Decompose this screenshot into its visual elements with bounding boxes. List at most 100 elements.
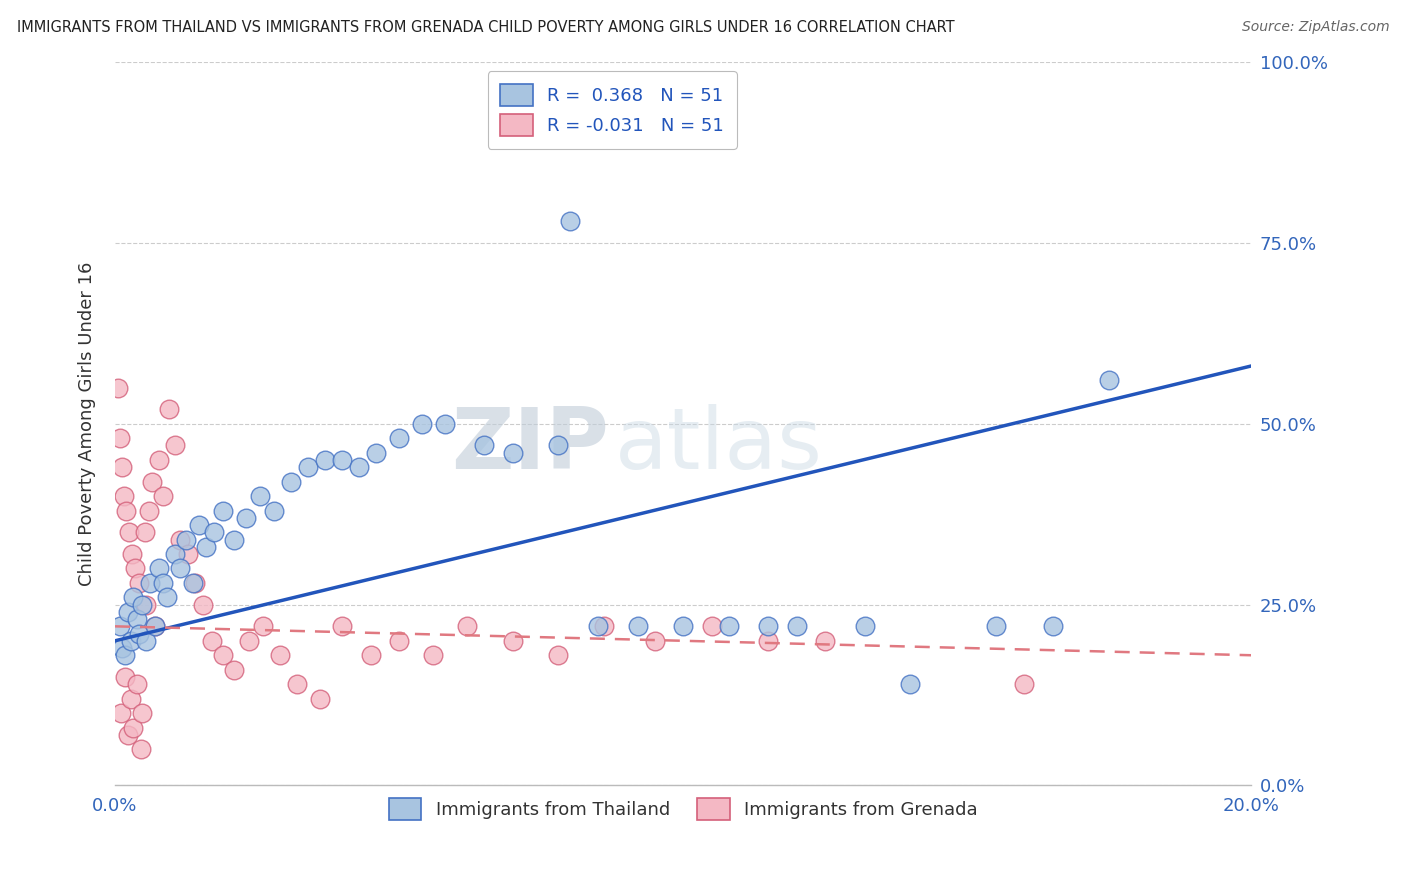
Point	[169, 561, 191, 575]
Point	[644, 633, 666, 648]
Point	[204, 525, 226, 540]
Point	[330, 453, 353, 467]
Point	[194, 540, 217, 554]
Point	[177, 547, 200, 561]
Point	[502, 633, 524, 648]
Point	[120, 633, 142, 648]
Point	[285, 677, 308, 691]
Point	[547, 648, 569, 663]
Point	[188, 518, 211, 533]
Point	[108, 619, 131, 633]
Point	[117, 605, 139, 619]
Point	[700, 619, 723, 633]
Point	[131, 598, 153, 612]
Point	[308, 691, 330, 706]
Text: ZIP: ZIP	[451, 404, 609, 487]
Point	[547, 438, 569, 452]
Point	[330, 619, 353, 633]
Point	[122, 721, 145, 735]
Point	[672, 619, 695, 633]
Point	[114, 648, 136, 663]
Point	[814, 633, 837, 648]
Point	[174, 533, 197, 547]
Point	[143, 619, 166, 633]
Text: atlas: atlas	[614, 404, 823, 487]
Point	[280, 475, 302, 489]
Point	[212, 503, 235, 517]
Point	[1098, 373, 1121, 387]
Point	[135, 633, 157, 648]
Point	[758, 619, 780, 633]
Point	[134, 525, 156, 540]
Point	[112, 489, 135, 503]
Point	[118, 525, 141, 540]
Point	[124, 561, 146, 575]
Point	[121, 547, 143, 561]
Point	[252, 619, 274, 633]
Point	[627, 619, 650, 633]
Point	[183, 576, 205, 591]
Point	[122, 591, 145, 605]
Point	[183, 576, 205, 591]
Y-axis label: Child Poverty Among Girls Under 16: Child Poverty Among Girls Under 16	[79, 261, 96, 586]
Point	[388, 633, 411, 648]
Point	[224, 663, 246, 677]
Point	[502, 446, 524, 460]
Point	[135, 598, 157, 612]
Point	[152, 576, 174, 591]
Point	[138, 503, 160, 517]
Point	[422, 648, 444, 663]
Point	[156, 591, 179, 605]
Point	[433, 417, 456, 431]
Point	[717, 619, 740, 633]
Point	[411, 417, 433, 431]
Point	[117, 728, 139, 742]
Point	[758, 633, 780, 648]
Point	[152, 489, 174, 503]
Point	[388, 431, 411, 445]
Point	[224, 533, 246, 547]
Point	[786, 619, 808, 633]
Point	[129, 742, 152, 756]
Point	[238, 633, 260, 648]
Point	[163, 547, 186, 561]
Point	[297, 460, 319, 475]
Point	[586, 619, 609, 633]
Point	[592, 619, 614, 633]
Point	[125, 612, 148, 626]
Point	[366, 446, 388, 460]
Point	[360, 648, 382, 663]
Text: IMMIGRANTS FROM THAILAND VS IMMIGRANTS FROM GRENADA CHILD POVERTY AMONG GIRLS UN: IMMIGRANTS FROM THAILAND VS IMMIGRANTS F…	[17, 20, 955, 35]
Point	[111, 640, 134, 655]
Point	[115, 503, 138, 517]
Point	[110, 706, 132, 720]
Point	[143, 619, 166, 633]
Point	[191, 598, 214, 612]
Point	[163, 438, 186, 452]
Point	[349, 460, 371, 475]
Point	[1042, 619, 1064, 633]
Point	[472, 438, 495, 452]
Point	[558, 214, 581, 228]
Point	[249, 489, 271, 503]
Legend: Immigrants from Thailand, Immigrants from Grenada: Immigrants from Thailand, Immigrants fro…	[378, 787, 988, 830]
Point	[120, 691, 142, 706]
Point	[141, 475, 163, 489]
Point	[128, 626, 150, 640]
Point	[107, 381, 129, 395]
Point	[111, 460, 134, 475]
Point	[148, 453, 170, 467]
Point	[114, 670, 136, 684]
Point	[235, 511, 257, 525]
Point	[108, 431, 131, 445]
Point	[263, 503, 285, 517]
Point	[900, 677, 922, 691]
Point	[157, 402, 180, 417]
Point	[984, 619, 1007, 633]
Point	[125, 677, 148, 691]
Point	[169, 533, 191, 547]
Point	[139, 576, 162, 591]
Point	[128, 576, 150, 591]
Point	[269, 648, 291, 663]
Point	[212, 648, 235, 663]
